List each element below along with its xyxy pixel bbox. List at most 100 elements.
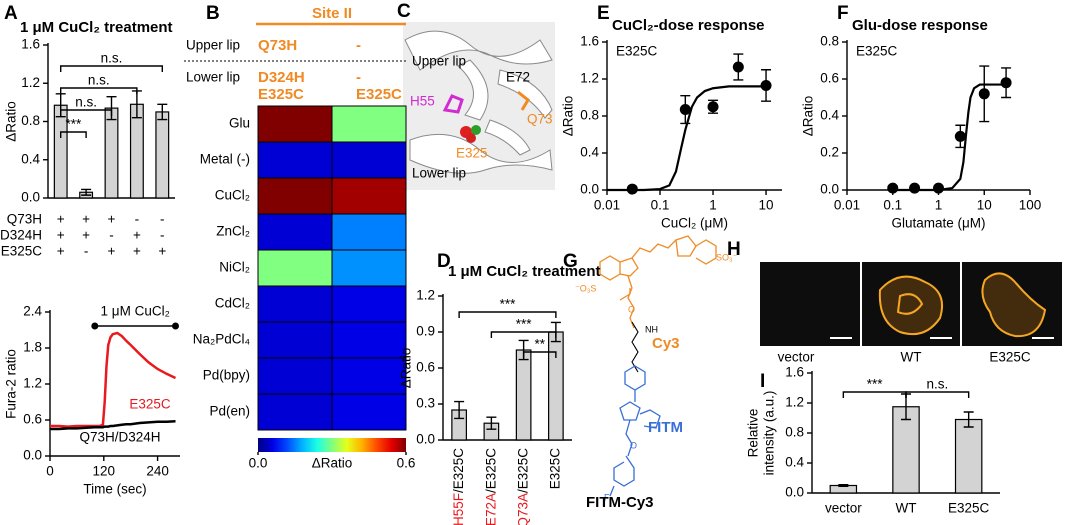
y-tick-label: 0.8 — [785, 425, 804, 440]
data-line — [50, 419, 176, 431]
y-tick-label: 1.2 — [580, 71, 599, 86]
significance-label: n.s. — [101, 51, 123, 66]
series-label: E325C — [129, 397, 171, 412]
row-label: ZnCl₂ — [216, 224, 250, 239]
panel-letter: E — [597, 3, 610, 24]
treatment-start — [91, 322, 99, 330]
data-point — [626, 183, 638, 195]
significance-bracket — [905, 391, 970, 398]
header-cell: Q73H — [258, 37, 297, 54]
row-label: CdCl₂ — [215, 296, 250, 311]
row-label: CuCl₂ — [215, 188, 250, 203]
genotype-sign: - — [109, 228, 114, 243]
group-label: F — [604, 492, 610, 502]
y-tick-label: 1.8 — [23, 340, 42, 355]
ribbon — [404, 30, 553, 71]
heat-cell — [257, 321, 333, 359]
bar — [104, 107, 119, 199]
micrograph — [962, 262, 1062, 346]
x-tick-label: 0.1 — [883, 198, 902, 213]
ribbon — [484, 119, 531, 156]
cell-signal — [981, 272, 1047, 338]
y-tick-label: 1.2 — [416, 288, 435, 303]
genotype-sign: - — [160, 212, 165, 227]
data-point — [909, 182, 921, 194]
header-cell: E325C — [356, 86, 402, 103]
heat-cell — [331, 321, 407, 359]
y-tick-label: 0.6 — [416, 360, 435, 375]
cy3-skeleton — [599, 235, 717, 329]
x-tick-label: 1 — [935, 198, 943, 213]
fit-curve — [892, 83, 1007, 192]
genotype-sign: + — [158, 244, 166, 259]
row-label: Glu — [229, 116, 250, 131]
x-tick-label: 120 — [93, 464, 116, 479]
bar — [548, 331, 564, 441]
image-label: WT — [901, 350, 922, 365]
bar — [892, 406, 920, 494]
error-bar — [486, 416, 497, 430]
panel-letter: D — [437, 251, 451, 272]
structure-label: Q73 — [527, 112, 553, 127]
significance-label: *** — [500, 297, 517, 312]
panel-letter: F — [837, 3, 849, 24]
x-tick-label: E325C — [547, 448, 562, 490]
significance-bracket — [522, 351, 557, 358]
genotype-sign: - — [135, 212, 140, 227]
genotype-sign: + — [133, 244, 141, 259]
residue-q73 — [517, 90, 530, 111]
x-tick-label: 0 — [46, 464, 54, 479]
y-tick-label: 0.4 — [21, 151, 40, 166]
row-label: Pd(bpy) — [203, 368, 250, 383]
ribbon — [409, 133, 553, 174]
y-tick-label: 0.0 — [23, 448, 42, 463]
ribbon — [457, 59, 489, 121]
significance-bracket — [60, 109, 113, 116]
treatment-end — [172, 322, 180, 330]
image-label: vector — [778, 350, 815, 365]
chart-title: 1 μM CuCl₂ treatment — [20, 19, 173, 36]
panel-letter: A — [4, 3, 18, 24]
colorbar-tick-label: 0.6 — [397, 456, 416, 471]
x-tick-label: 10 — [759, 198, 774, 213]
genotype-sign: - — [84, 244, 89, 259]
y-tick-label: 1.6 — [21, 37, 40, 52]
row-label: Metal (-) — [200, 152, 250, 167]
residue-h55 — [442, 94, 464, 114]
colorbar-tick-label: 0.0 — [249, 456, 268, 471]
heat-cell — [257, 285, 333, 323]
y-tick-label: 0.2 — [820, 145, 839, 160]
cy3-label: Cy3 — [652, 335, 680, 352]
header-row-label: Lower lip — [186, 70, 240, 85]
significance-bracket — [842, 391, 907, 398]
y-axis-label: ΔRatio — [4, 101, 19, 142]
y-tick-label: 0.0 — [785, 485, 804, 500]
header-cell: E325C — [258, 86, 304, 103]
significance-label: ** — [534, 337, 545, 352]
genotype-sign: + — [57, 244, 65, 259]
heat-cell — [331, 141, 407, 179]
heat-cell — [331, 177, 407, 215]
panel-letter: I — [760, 371, 765, 392]
significance-bracket — [60, 87, 138, 94]
error-bar — [157, 103, 168, 121]
y-axis-label: Fura-2 ratio — [4, 349, 19, 419]
column-group: Site II — [312, 5, 352, 22]
cell-signal — [878, 275, 944, 336]
y-axis-label: ΔRatio — [399, 348, 414, 389]
panel-letter: H — [727, 239, 741, 260]
x-tick-label: Q73A/E325C — [515, 448, 530, 525]
atom — [466, 133, 476, 143]
structure-label: E325 — [456, 146, 488, 161]
y-tick-label: 1.2 — [21, 75, 40, 90]
panel-letter: C — [397, 1, 411, 22]
y-tick-label: 1.6 — [785, 365, 804, 380]
data-point — [679, 104, 691, 116]
y-tick-label: 0.8 — [21, 113, 40, 128]
heat-cell — [331, 249, 407, 287]
significance-label: *** — [867, 377, 884, 392]
y-tick-label: 0.8 — [820, 34, 839, 49]
y-tick-label: 0.4 — [785, 455, 804, 470]
panel-letter: B — [206, 3, 220, 24]
data-point — [954, 130, 966, 142]
